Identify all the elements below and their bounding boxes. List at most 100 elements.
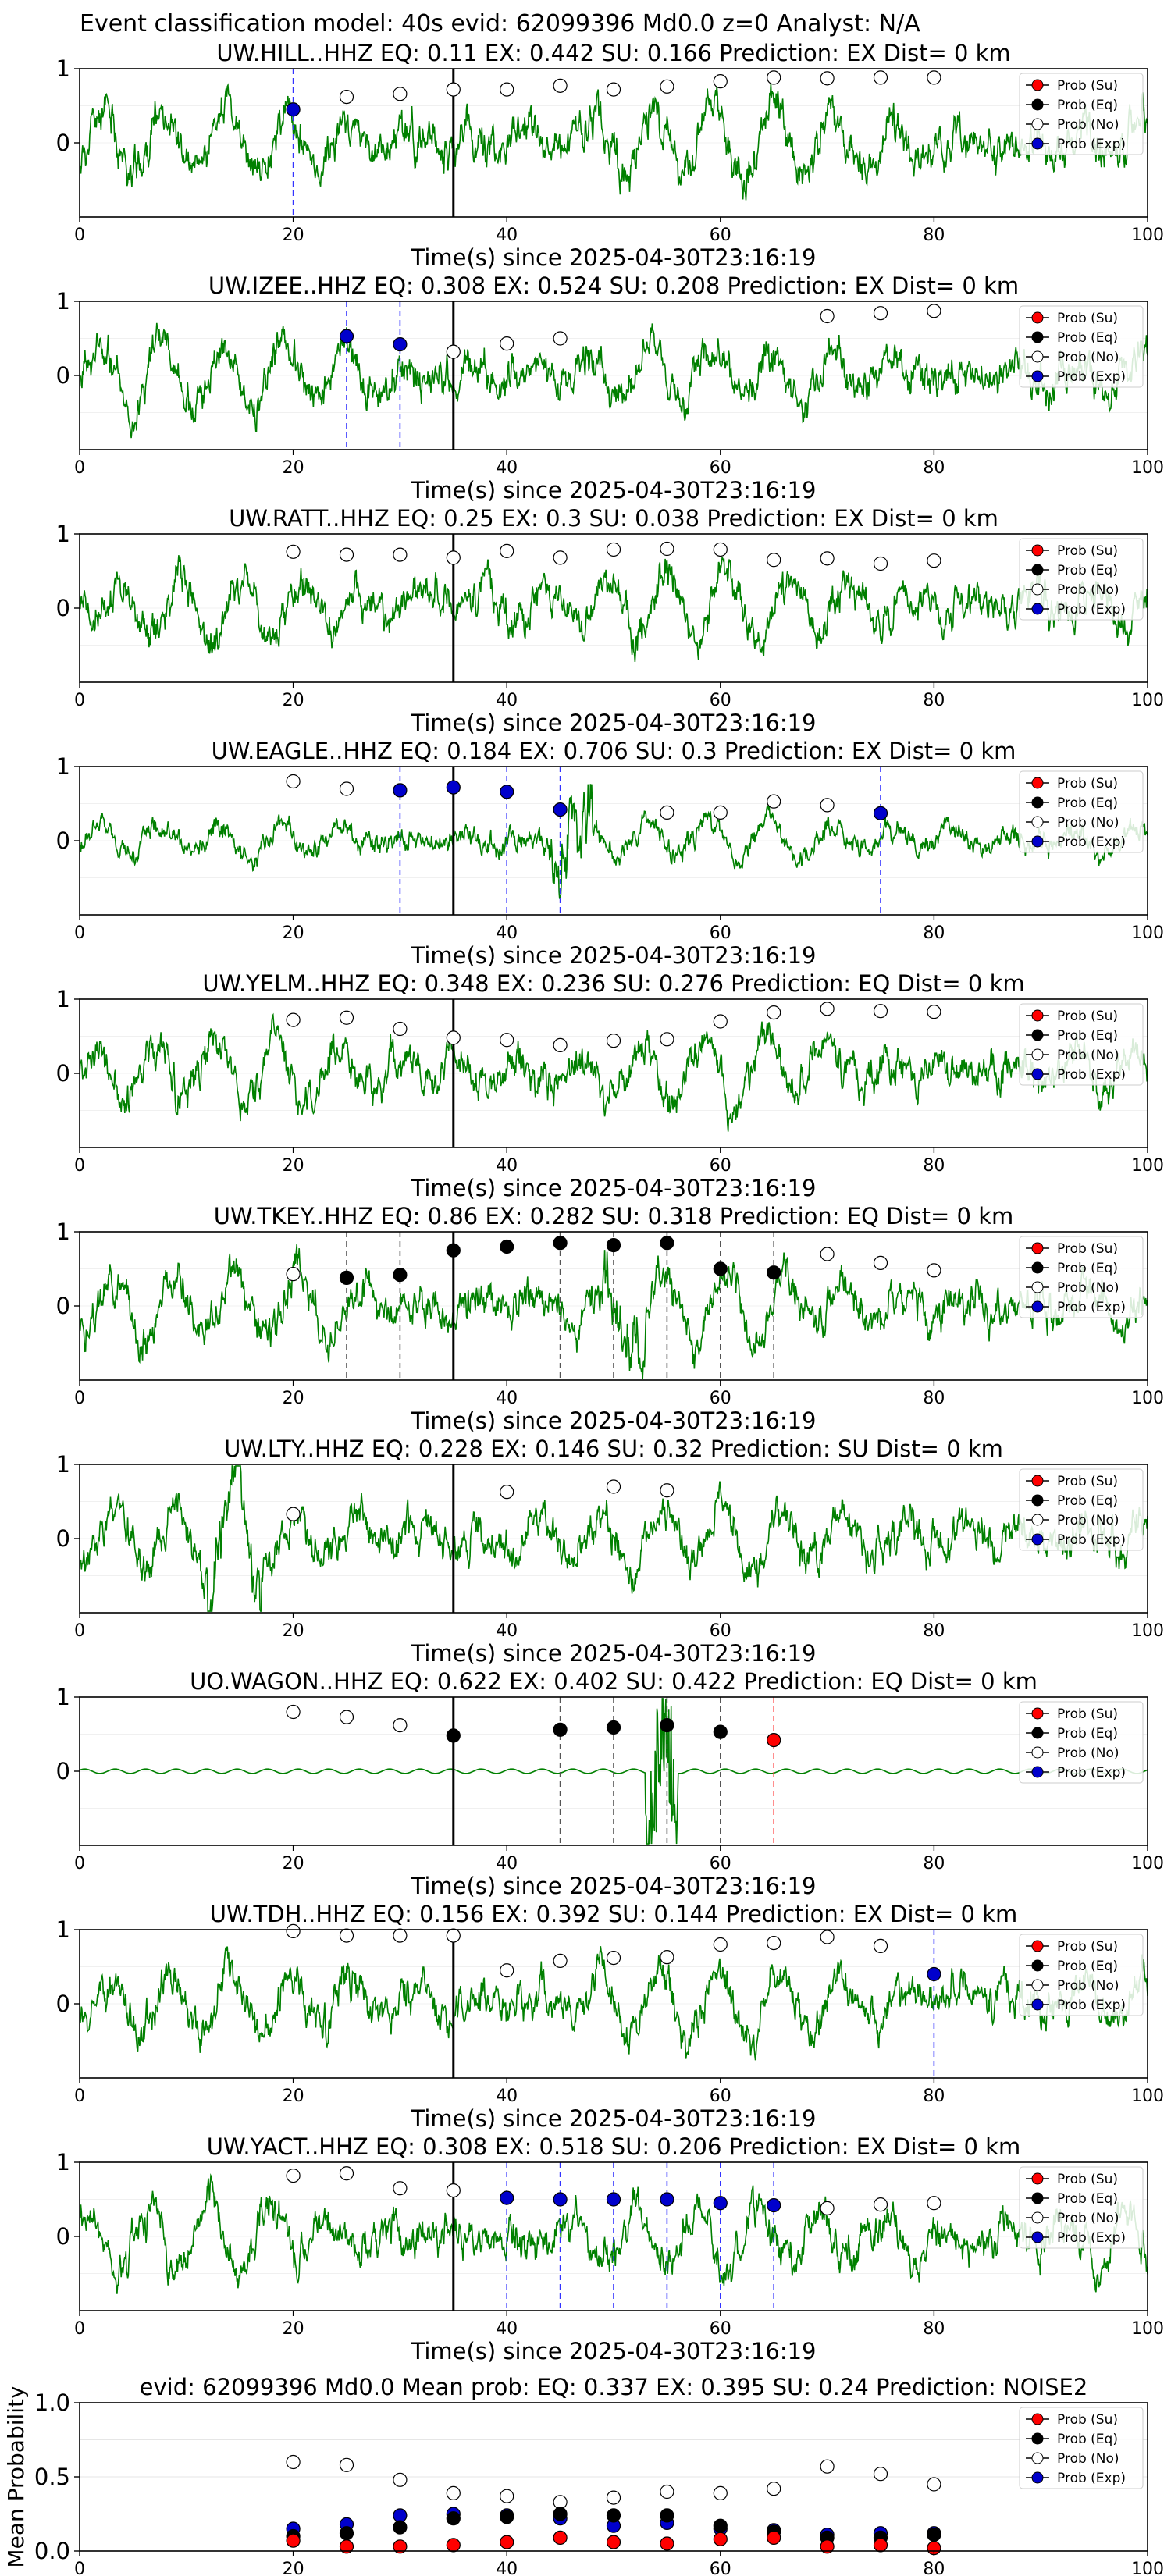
noise-prob-point [660, 1950, 674, 1965]
legend-marker [1031, 1959, 1044, 1972]
x-tick-label: 100 [1131, 1389, 1164, 1408]
legend-label: Prob (Su) [1057, 311, 1118, 326]
x-tick-label: 100 [1131, 458, 1164, 478]
noise-prob-point [286, 544, 301, 559]
x-tick-label: 60 [710, 923, 731, 943]
panel-6: UW.LTY..HHZ EQ: 0.228 EX: 0.146 SU: 0.32… [56, 1436, 1164, 1667]
y-tick-label: 0 [56, 130, 70, 156]
panel-5: UW.TKEY..HHZ EQ: 0.86 EX: 0.282 SU: 0.31… [56, 1203, 1164, 1434]
noise-prob-point [660, 805, 674, 820]
noise-prob-point [500, 1033, 514, 1048]
eq-prob-point [339, 1270, 354, 1286]
legend-marker [1031, 1707, 1044, 1720]
y-tick-label: 0 [56, 2223, 70, 2250]
legend-marker [1031, 1979, 1044, 1991]
panel-title: evid: 62099396 Md0.0 Mean prob: EQ: 0.33… [140, 2374, 1088, 2400]
legend-label: Prob (Eq) [1057, 1493, 1118, 1509]
legend-marker [1031, 350, 1044, 363]
legend-marker [1031, 1533, 1044, 1546]
noise-prob-point [767, 1005, 781, 1020]
eq-prob-point [713, 1724, 728, 1739]
x-tick-label: 20 [283, 923, 304, 943]
eq-prob-point [767, 1265, 781, 1280]
x-axis-label: Time(s) since 2025-04-30T23:16:19 [411, 942, 817, 969]
y-tick-label: 1 [56, 986, 70, 1012]
x-tick-label: 20 [283, 2560, 304, 2576]
legend-marker [1031, 603, 1044, 615]
mean-point-probno [820, 2459, 835, 2474]
waveform [80, 1946, 1148, 2061]
noise-prob-point [927, 1005, 941, 1019]
legend-marker [1031, 1281, 1044, 1293]
legend-label: Prob (Eq) [1057, 1726, 1118, 1742]
mean-point-probeq [927, 2528, 941, 2542]
panel-0: UW.HILL..HHZ EQ: 0.11 EX: 0.442 SU: 0.16… [56, 40, 1164, 271]
legend-label: Prob (Eq) [1057, 1261, 1118, 1276]
noise-prob-point [446, 550, 461, 565]
plot-area [80, 1930, 1148, 2078]
mean-point-probeq [660, 2508, 674, 2523]
x-tick-label: 80 [923, 2087, 945, 2106]
noise-prob-point [339, 1710, 354, 1724]
legend-marker [1031, 816, 1044, 828]
legend-label: Prob (Exp) [1057, 2230, 1126, 2246]
y-tick-label: 0.5 [34, 2464, 70, 2490]
x-tick-label: 60 [710, 2560, 731, 2576]
noise-prob-point [660, 79, 674, 94]
x-tick-label: 0 [74, 2087, 85, 2106]
eq-prob-point [713, 1261, 728, 1276]
y-tick-label: 1 [56, 1219, 70, 1245]
y-tick-label: 1 [56, 521, 70, 547]
noise-prob-point [820, 551, 835, 566]
noise-prob-point [339, 547, 354, 562]
legend-marker [1031, 2432, 1044, 2445]
panels: UW.HILL..HHZ EQ: 0.11 EX: 0.442 SU: 0.16… [3, 40, 1164, 2576]
noise-prob-point [393, 1928, 408, 1943]
panel-10: evid: 62099396 Md0.0 Mean prob: EQ: 0.33… [3, 2374, 1164, 2576]
legend-marker [1031, 1242, 1044, 1254]
plot-area [80, 1232, 1148, 1380]
legend-marker [1031, 1029, 1044, 1041]
legend-box [1019, 73, 1144, 155]
noise-prob-point [393, 1021, 408, 1037]
noise-prob-point [606, 1034, 621, 1048]
legend-label: Prob (Su) [1057, 2172, 1118, 2187]
exp-prob-point [393, 783, 408, 798]
legend-label: Prob (Eq) [1057, 1028, 1118, 1044]
mean-point-probsu [873, 2538, 888, 2553]
noise-prob-point [339, 89, 354, 105]
x-tick-label: 100 [1131, 1854, 1164, 1873]
legend-label: Prob (Eq) [1057, 2191, 1118, 2207]
noise-prob-point [820, 798, 835, 813]
legend-box [1019, 1701, 1144, 1784]
x-tick-label: 100 [1131, 226, 1164, 245]
noise-prob-point [339, 1928, 354, 1943]
legend-marker [1031, 1514, 1044, 1526]
legend-label: Prob (Exp) [1057, 137, 1126, 152]
legend-label: Prob (Exp) [1057, 834, 1126, 850]
noise-prob-point [660, 1483, 674, 1498]
mean-point-probno [873, 2467, 888, 2482]
x-tick-label: 0 [74, 1389, 85, 1408]
x-tick-label: 40 [496, 1621, 518, 1641]
eq-prob-point [446, 1728, 461, 1743]
x-tick-label: 100 [1131, 2560, 1164, 2576]
x-tick-label: 0 [74, 1156, 85, 1176]
noise-prob-point [873, 70, 888, 85]
mean-point-probsu [286, 2533, 301, 2548]
legend-box [1019, 1468, 1144, 1551]
legend-marker [1031, 1300, 1044, 1313]
exp-prob-point [606, 2192, 621, 2207]
noise-prob-point [500, 1963, 514, 1978]
x-tick-label: 40 [496, 2319, 518, 2339]
x-tick-label: 100 [1131, 2087, 1164, 2106]
legend-label: Prob (No) [1057, 815, 1119, 831]
eq-prob-point [660, 1718, 674, 1733]
mean-point-probno [713, 2485, 728, 2500]
legend-marker [1031, 370, 1044, 382]
legend-box [1019, 1236, 1144, 1318]
noise-prob-point [553, 550, 568, 565]
noise-prob-point [393, 1718, 408, 1733]
noise-prob-point [500, 336, 514, 351]
